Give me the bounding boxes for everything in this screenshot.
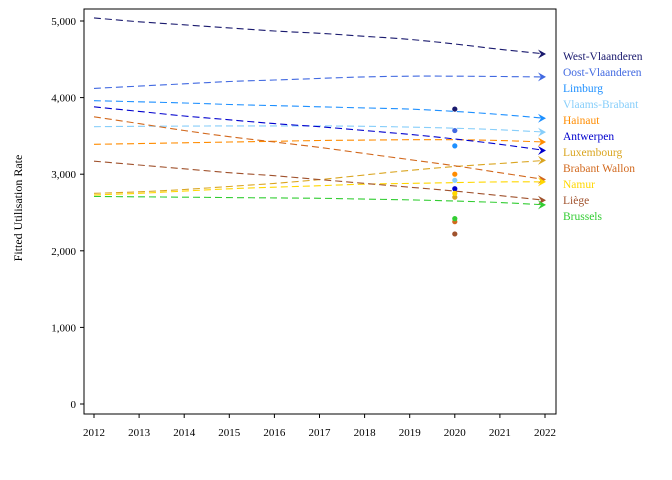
series-line-0 (93, 17, 546, 55)
legend-entry-8: Namur (563, 179, 595, 191)
plot-frame (83, 8, 557, 415)
series-line-6 (93, 159, 546, 194)
series-arrowhead-3 (538, 127, 546, 137)
series-layer (93, 17, 546, 210)
observed-points (452, 106, 458, 237)
x-tick-label: 2012 (83, 427, 105, 439)
observed-point-8 (452, 190, 458, 196)
x-tick-label: 2018 (354, 427, 377, 439)
y-tick-label: 4,000 (51, 93, 76, 105)
observed-point-5 (452, 186, 458, 192)
series-line-5 (93, 106, 546, 152)
series-arrowhead-6 (538, 155, 546, 165)
observed-point-10 (452, 216, 458, 222)
series-arrowhead-8 (538, 177, 546, 187)
x-tick-label: 2014 (173, 427, 196, 439)
y-tick-label: 5,000 (51, 16, 76, 28)
series-arrowhead-1 (538, 72, 546, 82)
series-line-1 (93, 75, 546, 89)
y-axis-title: Fitted Utilisation Rate (11, 155, 25, 262)
legend-entry-2: Limburg (563, 83, 603, 95)
series-arrowhead-10 (538, 200, 546, 210)
series-line-8 (93, 181, 546, 196)
observed-point-2 (452, 143, 458, 149)
legend-entry-10: Brussels (563, 211, 603, 223)
x-axis: 2012 2013 2014 2015 2016 2017 2018 2019 2020 2021… (83, 414, 556, 439)
x-tick-label: 2013 (128, 427, 151, 439)
observed-point-9 (452, 231, 458, 237)
observed-point-1 (452, 127, 458, 134)
x-tick-label: 2017 (309, 427, 332, 439)
legend-entry-1: Oost-Vlaanderen (563, 67, 642, 79)
x-tick-label: 2015 (218, 427, 241, 439)
series-arrowhead-4 (538, 137, 546, 147)
observed-point-6 (452, 194, 458, 200)
series-line-9 (93, 160, 546, 201)
y-tick-label: 0 (71, 399, 77, 411)
x-tick-label: 2016 (263, 427, 286, 439)
series-line-3 (93, 125, 546, 133)
x-tick-label: 2020 (444, 427, 467, 439)
y-tick-label: 2,000 (51, 246, 76, 258)
legend: West-Vlaanderen Oost-Vlaanderen Limburg Vla… (563, 51, 643, 223)
legend-entry-0: West-Vlaanderen (563, 51, 643, 63)
x-tick-label: 2022 (534, 427, 556, 439)
legend-entry-3: Vlaams-Brabant (563, 99, 639, 111)
legend-entry-9: Liège (563, 195, 589, 207)
y-tick-label: 3,000 (51, 169, 76, 181)
series-line-4 (93, 139, 546, 145)
series-arrowhead-2 (538, 113, 546, 123)
series-line-7 (93, 116, 546, 181)
legend-entry-6: Luxembourg (563, 147, 622, 159)
series-line-2 (93, 100, 546, 119)
y-axis: 0 1,000 2,000 3,000 4,000 5,000 (51, 16, 84, 411)
y-tick-label: 1,000 (51, 322, 76, 334)
observed-point-0 (452, 106, 458, 112)
observed-point-4 (452, 171, 458, 177)
x-tick-label: 2019 (399, 427, 422, 439)
series-arrowhead-0 (538, 49, 546, 59)
series-arrowhead-5 (538, 145, 546, 155)
x-tick-label: 2021 (489, 427, 511, 439)
legend-entry-5: Antwerpen (563, 131, 614, 143)
legend-entry-7: Brabant Wallon (563, 163, 635, 175)
legend-entry-4: Hainaut (563, 115, 600, 127)
observed-point-3 (452, 177, 458, 183)
series-line-10 (93, 195, 546, 206)
